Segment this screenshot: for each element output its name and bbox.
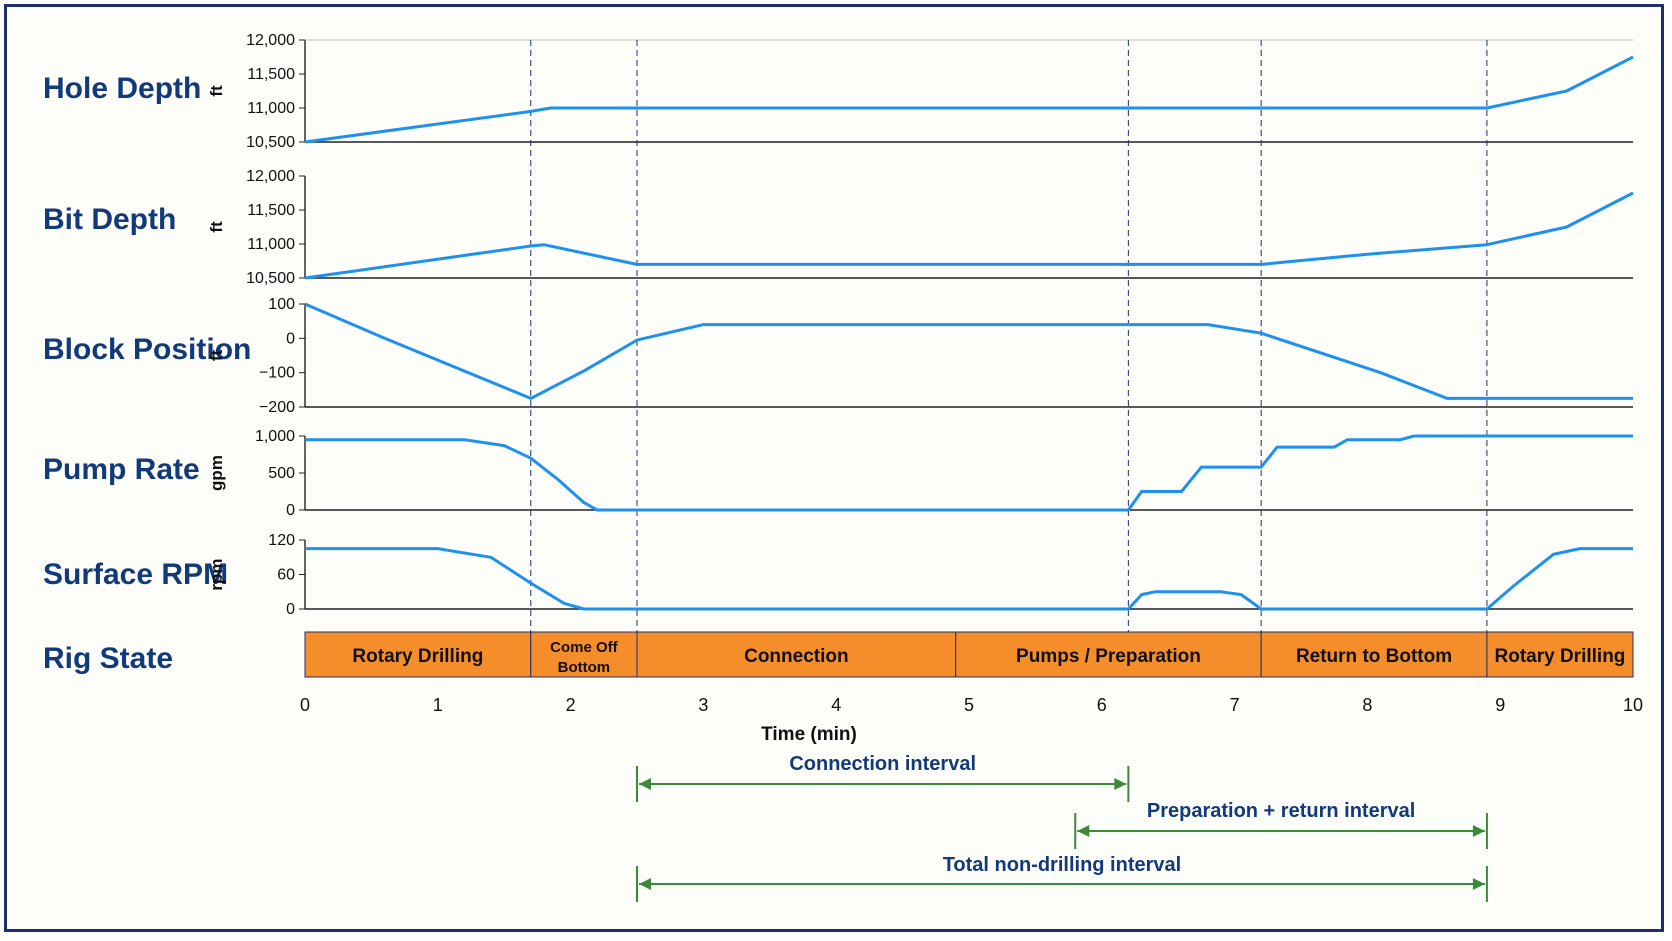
x-tick-label: 1 — [433, 695, 443, 715]
pump-rate-y-tick-label: 500 — [268, 465, 295, 482]
x-tick-label: 0 — [300, 695, 310, 715]
bit-depth-y-tick-label: 10,500 — [246, 270, 295, 287]
surface-rpm-y-tick-label: 60 — [277, 567, 295, 584]
block-position-label: Block Position — [43, 333, 251, 366]
x-tick-label: 4 — [831, 695, 841, 715]
block-position-y-tick-label: −200 — [259, 399, 295, 416]
hole-depth-unit: ft — [207, 85, 226, 97]
pump-rate-unit: gpm — [207, 455, 226, 491]
pump-rate-y-tick-label: 0 — [286, 502, 295, 519]
surface-rpm-y-tick-label: 0 — [286, 601, 295, 618]
rig-state-segment-3 — [636, 631, 957, 678]
rig-state-segment-label-2-line-2: Bottom — [558, 659, 611, 676]
pump-rate-y-tick-label: 1,000 — [255, 428, 295, 445]
bit-depth-series-line — [304, 191, 1634, 280]
x-tick-label: 8 — [1362, 695, 1372, 715]
rig-state-segment-label-4: Pumps / Preparation — [1016, 646, 1201, 667]
interval-1-right-arrow — [1114, 778, 1127, 790]
rig-state-segment-label-5: Return to Bottom — [1296, 646, 1452, 667]
block-position-y-tick-label: −100 — [259, 365, 295, 382]
hole-depth-series-line — [304, 55, 1634, 144]
block-position-y-tick-label: 0 — [286, 330, 295, 347]
x-axis-title: Time (min) — [761, 724, 857, 745]
x-tick-label: 7 — [1230, 695, 1240, 715]
surface-rpm-y-tick-label: 120 — [268, 532, 295, 549]
figure-frame — [4, 4, 1664, 932]
block-position-y-tick-label: 100 — [268, 296, 295, 313]
bit-depth-y-tick-label: 11,000 — [247, 236, 295, 253]
pump-rate-label: Pump Rate — [43, 453, 200, 486]
interval-1-label: Connection interval — [789, 753, 976, 775]
bit-depth-y-tick-label: 11,500 — [247, 202, 295, 219]
pump-rate-series-line — [305, 434, 1633, 512]
x-tick-label: 10 — [1623, 695, 1643, 715]
x-tick-label: 3 — [698, 695, 708, 715]
interval-2-label: Preparation + return interval — [1147, 800, 1415, 822]
surface-rpm-label: Surface RPM — [43, 558, 228, 591]
interval-3-label: Total non-drilling interval — [943, 854, 1182, 876]
rig-state-segment-label-3: Connection — [744, 646, 849, 667]
hole-depth-y-tick-label: 12,000 — [246, 32, 295, 49]
bit-depth-label: Bit Depth — [43, 203, 176, 236]
bit-depth-unit: ft — [207, 221, 226, 233]
interval-3-left-arrow — [639, 878, 651, 890]
x-tick-label: 9 — [1495, 695, 1505, 715]
hole-depth-y-tick-label: 11,000 — [247, 100, 295, 117]
interval-2-left-arrow — [1077, 825, 1090, 837]
interval-1-left-arrow — [639, 778, 651, 790]
hole-depth-y-tick-label: 11,500 — [247, 66, 295, 83]
bit-depth-y-tick-label: 12,000 — [246, 168, 295, 185]
rig-state-segment-1 — [304, 631, 532, 678]
rig-state-label: Rig State — [43, 642, 173, 675]
rig-state-segment-6 — [1486, 631, 1634, 678]
rig-state-segment-label-2-line-1: Come Off — [550, 639, 619, 656]
interval-2-right-arrow — [1472, 825, 1485, 837]
block-position-series-line — [304, 302, 1633, 400]
block-position-unit: ft — [207, 350, 226, 362]
rig-state-segment-5 — [1260, 631, 1488, 678]
surface-rpm-series-line — [305, 547, 1633, 611]
rig-state-segment-label-1: Rotary Drilling — [352, 646, 483, 667]
surface-rpm-unit: rpm — [207, 558, 226, 590]
x-tick-label: 5 — [964, 695, 974, 715]
interval-3-right-arrow — [1472, 878, 1485, 890]
hole-depth-label: Hole Depth — [43, 72, 201, 105]
hole-depth-y-tick-label: 10,500 — [246, 134, 295, 151]
x-tick-label: 2 — [566, 695, 576, 715]
rig-state-segment-label-6: Rotary Drilling — [1495, 646, 1626, 667]
x-tick-label: 6 — [1097, 695, 1107, 715]
